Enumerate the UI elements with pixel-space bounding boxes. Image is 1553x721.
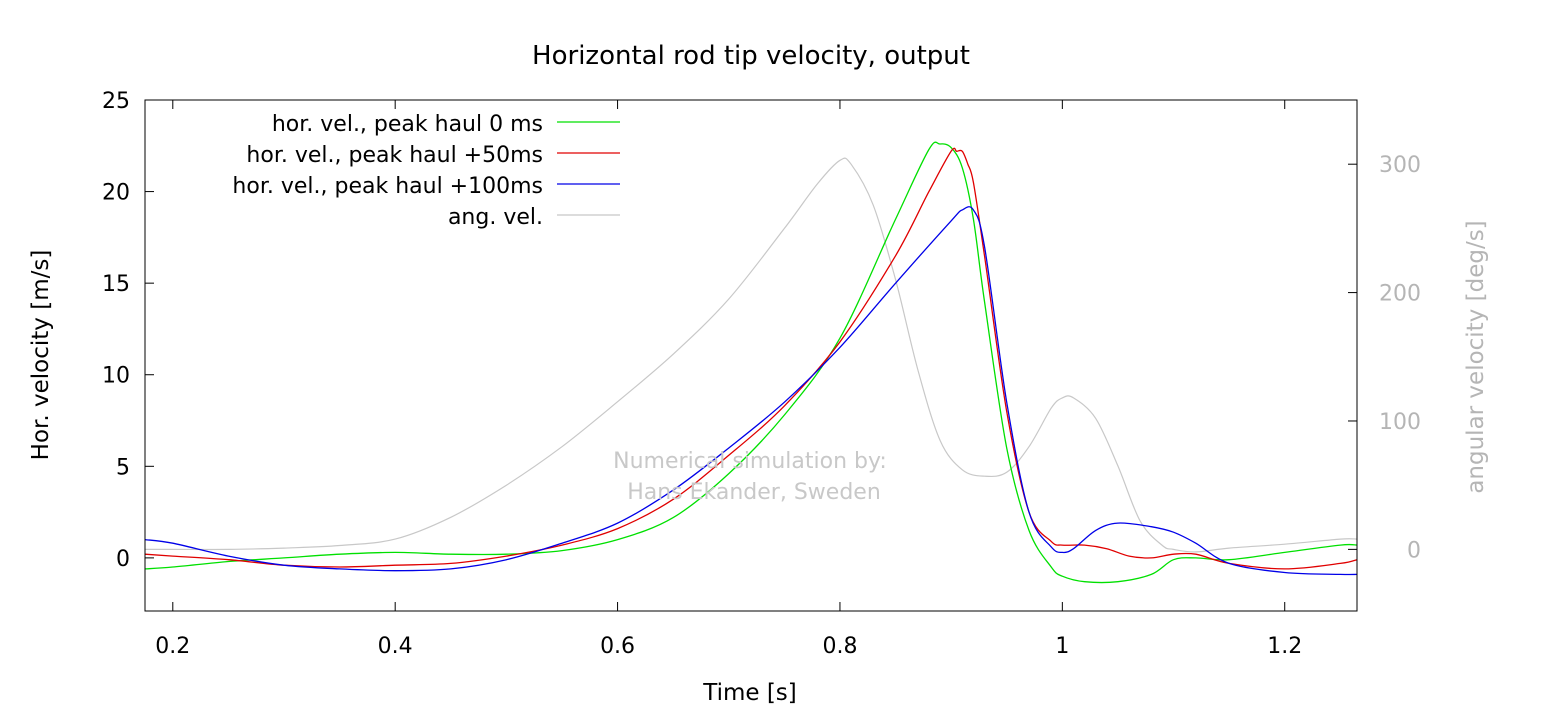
chart-title: Horizontal rod tip velocity, output xyxy=(532,41,970,71)
legend-label-1: hor. vel., peak haul +50ms xyxy=(246,143,543,168)
x-tick-label-3: 0.8 xyxy=(822,634,857,659)
x-tick-label-4: 1 xyxy=(1055,634,1069,659)
y-tick-label-0: 0 xyxy=(116,547,130,572)
legend-item-1: hor. vel., peak haul +50ms xyxy=(246,143,620,168)
series-line-0 xyxy=(144,141,1358,584)
legend-label-0: hor. vel., peak haul 0 ms xyxy=(272,112,543,137)
x-axis-label: Time [s] xyxy=(702,680,797,706)
y2-tick-label-0: 0 xyxy=(1407,538,1421,563)
y-tick-label-1: 5 xyxy=(116,455,130,480)
series-line-2 xyxy=(144,206,1358,576)
y-tick-label-2: 10 xyxy=(102,364,130,389)
watermark-line-1: Numerical simulation by: xyxy=(613,449,887,474)
x-tick-label-0: 0.2 xyxy=(155,634,190,659)
x-tick-label-2: 0.6 xyxy=(600,634,635,659)
y2-tick-label-3: 300 xyxy=(1379,153,1421,178)
x-tick-label-5: 1.2 xyxy=(1267,634,1302,659)
series-line-3 xyxy=(145,157,1358,553)
y-tick-label-5: 25 xyxy=(102,89,130,114)
y2-axis-label: angular velocity [deg/s] xyxy=(1463,220,1489,493)
plot-frame xyxy=(144,99,1358,612)
legend-label-2: hor. vel., peak haul +100ms xyxy=(232,174,543,199)
axis-ticks: 0.2 0.4 0.6 0.8 1 1.2 0 5 10 15 20 25 0 100 200 300 xyxy=(102,89,1421,659)
watermark-line-2: Hans Ekander, Sweden xyxy=(627,480,881,505)
y-axis-label: Hor. velocity [m/s] xyxy=(28,250,54,461)
x-tick-label-1: 0.4 xyxy=(378,634,413,659)
legend-label-3: ang. vel. xyxy=(448,205,543,230)
plot-curves xyxy=(144,141,1358,584)
legend-item-0: hor. vel., peak haul 0 ms xyxy=(272,112,620,137)
y2-tick-label-2: 200 xyxy=(1379,282,1421,307)
legend-item-2: hor. vel., peak haul +100ms xyxy=(232,174,620,199)
y-tick-label-4: 20 xyxy=(102,181,130,206)
y-tick-label-3: 15 xyxy=(102,272,130,297)
legend: hor. vel., peak haul 0 ms hor. vel., pea… xyxy=(232,112,620,230)
legend-item-3: ang. vel. xyxy=(448,205,620,230)
series-line-1 xyxy=(144,147,1358,570)
y2-tick-label-1: 100 xyxy=(1379,410,1421,435)
watermark: Numerical simulation by: Hans Ekander, S… xyxy=(613,449,887,505)
